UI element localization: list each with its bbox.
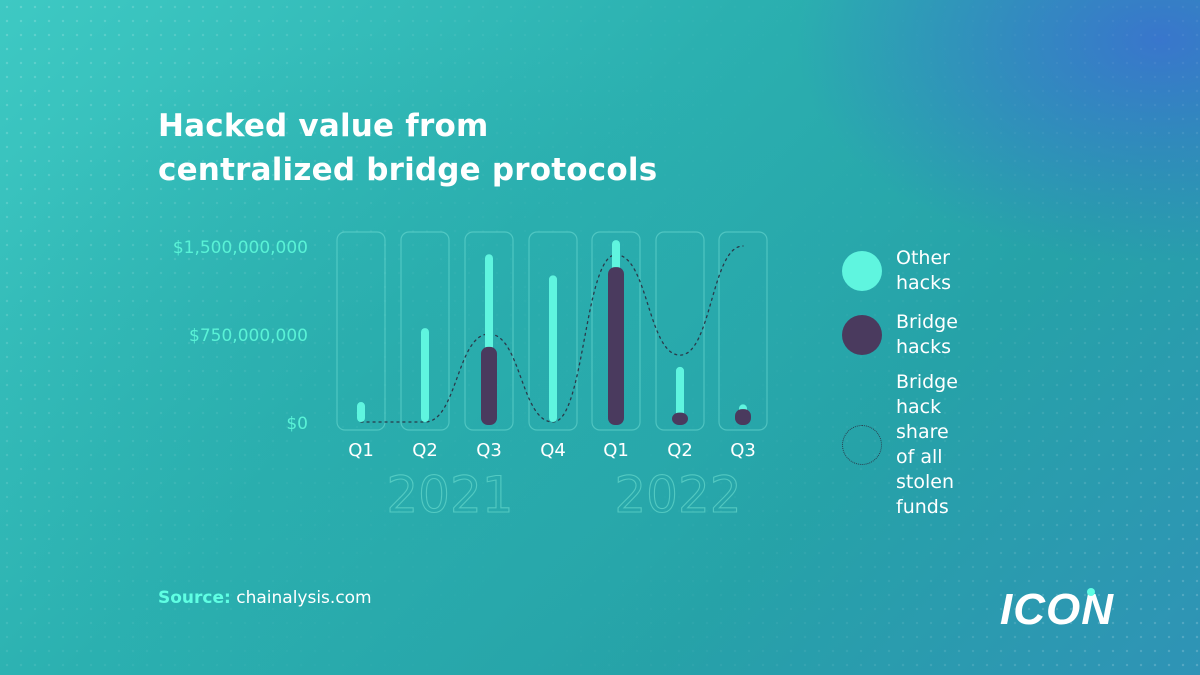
bridge-hacks-bars bbox=[481, 267, 751, 425]
other-hacks-bar bbox=[676, 366, 684, 422]
y-tick-label: $0 bbox=[286, 414, 308, 434]
legend-item-bridge-hack-share: Bridge hack share of all stolen funds bbox=[842, 370, 958, 520]
source-credit: Source: chainalysis.com bbox=[158, 588, 372, 608]
bridge-hacks-bar bbox=[481, 346, 497, 425]
x-tick-label: Q3 bbox=[730, 440, 756, 461]
other-hacks-swatch bbox=[842, 251, 882, 291]
x-tick-label: Q2 bbox=[412, 440, 438, 461]
category-frame bbox=[400, 231, 450, 431]
legend-item-other-hacks: Other hacks bbox=[842, 246, 951, 296]
chart-title-line-2: centralized bridge protocols bbox=[158, 152, 658, 188]
x-tick-label: Q3 bbox=[476, 440, 502, 461]
legend-label-bridge-hacks: Bridge hacks bbox=[896, 311, 958, 358]
other-hacks-bar bbox=[549, 275, 557, 422]
x-tick-label: Q1 bbox=[603, 440, 629, 461]
share-line-layer bbox=[360, 245, 744, 423]
year-labels: 2021 2022 bbox=[386, 465, 742, 524]
other-hacks-bars bbox=[357, 240, 747, 422]
legend-label-other-hacks: Other hacks bbox=[896, 247, 952, 294]
source-label: Source: bbox=[158, 588, 231, 608]
x-tick-label: Q2 bbox=[667, 440, 693, 461]
bridge-hacks-bar bbox=[735, 409, 751, 425]
y-axis-ticks: $0 $750,000,000 $1,500,000,000 bbox=[173, 238, 308, 434]
category-frame bbox=[655, 231, 705, 431]
icon-logo: ICON bbox=[1000, 585, 1114, 634]
legend-label-bridge-hack-share: Bridge hack share of all stolen funds bbox=[896, 370, 958, 520]
year-label: 2021 bbox=[386, 466, 513, 524]
category-frame bbox=[718, 231, 768, 431]
y-tick-label: $1,500,000,000 bbox=[173, 238, 308, 258]
category-frame bbox=[464, 231, 514, 431]
x-axis-labels: Q1 Q2 Q3 Q4 Q1 Q2 Q3 bbox=[348, 440, 756, 461]
category-frame bbox=[528, 231, 578, 431]
category-frames bbox=[336, 231, 768, 431]
logo-accent-dot bbox=[1087, 588, 1095, 596]
y-tick-label: $750,000,000 bbox=[189, 326, 308, 346]
bridge-hacks-bar bbox=[608, 267, 624, 425]
year-label: 2022 bbox=[614, 466, 741, 524]
chart-title: Hacked value from centralized bridge pro… bbox=[158, 104, 657, 192]
other-hacks-bar bbox=[357, 402, 365, 422]
chart-title-line-1: Hacked value from bbox=[158, 108, 489, 144]
other-hacks-bar bbox=[421, 328, 429, 422]
legend-item-bridge-hacks: Bridge hacks bbox=[842, 310, 958, 360]
source-value: chainalysis.com bbox=[236, 588, 372, 608]
legend-label-share-line-2: of all stolen funds bbox=[896, 446, 954, 518]
x-tick-label: Q1 bbox=[348, 440, 374, 461]
legend-label-share-line-1: Bridge hack share bbox=[896, 371, 958, 443]
logo-text: ICON bbox=[1000, 585, 1114, 634]
bridge-hack-share-swatch bbox=[842, 425, 882, 465]
category-frame bbox=[336, 231, 386, 431]
bridge-hacks-swatch bbox=[842, 315, 882, 355]
category-frame bbox=[591, 231, 641, 431]
bridge-hacks-bar bbox=[672, 412, 688, 425]
bridge-hack-share-line bbox=[360, 245, 744, 423]
x-tick-label: Q4 bbox=[540, 440, 566, 461]
